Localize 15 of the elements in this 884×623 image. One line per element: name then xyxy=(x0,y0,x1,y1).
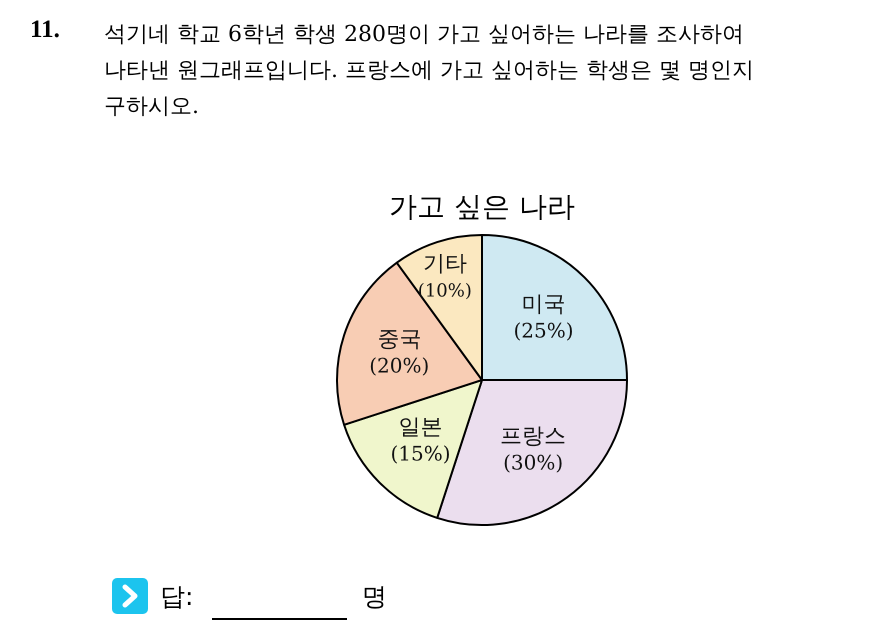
text: 11. xyxy=(30,16,60,44)
slice-label: 미국 xyxy=(522,292,566,318)
slice-label: 프랑스 xyxy=(500,424,566,450)
slice-label: 일본 xyxy=(398,415,442,440)
data-label: (10%) xyxy=(418,280,472,302)
data-label: (20%) xyxy=(369,353,430,378)
slice-label: 기타 xyxy=(422,252,467,277)
data-label: (30%) xyxy=(503,450,564,475)
chart-title: 가고 싶은 나라 xyxy=(388,189,576,225)
text: 석기네 학교 6학년 학생 280명이 가고 싶어하는 나라를 조사하여 나타낸 원그래프입니다. 프랑스에 가고 싶어하는 학생은 몇 명인지 구하시오. xyxy=(104,21,754,121)
data-label: (25%) xyxy=(513,318,574,343)
text: 답: xyxy=(160,581,194,613)
slice-label: 중국 xyxy=(377,326,422,352)
text: 명 xyxy=(362,581,387,613)
data-label: (15%) xyxy=(390,442,451,466)
